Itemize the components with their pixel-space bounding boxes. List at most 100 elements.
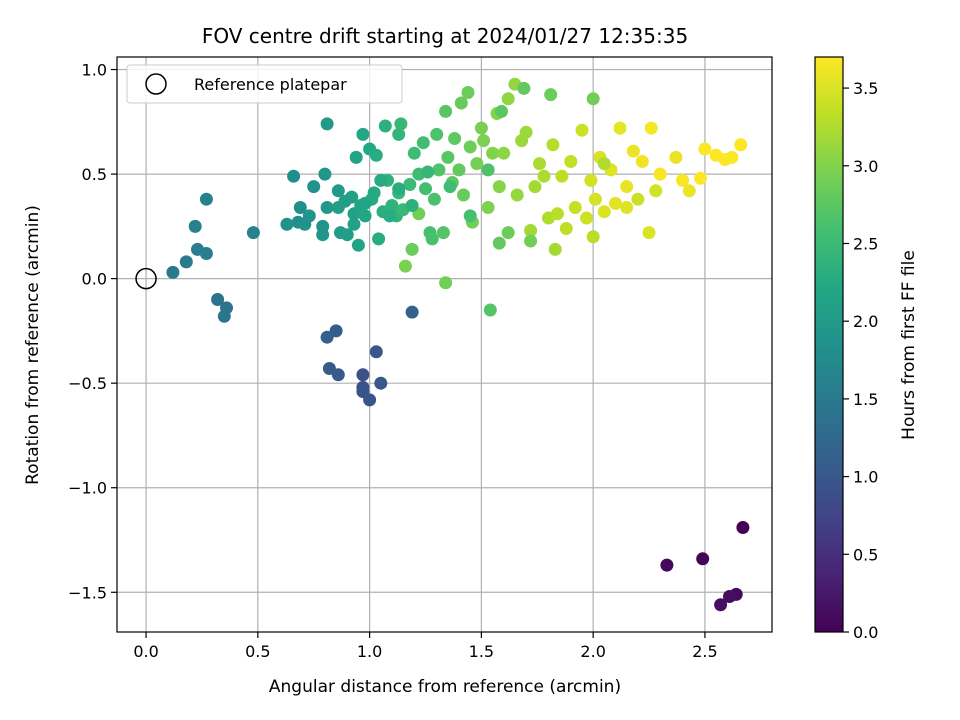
data-point xyxy=(631,192,645,206)
legend-box xyxy=(126,64,403,104)
data-point xyxy=(398,259,412,273)
data-point xyxy=(642,226,656,240)
x-axis-ticks: 0.0 0.5 1.0 1.5 2.0 2.5 xyxy=(133,632,718,661)
data-point xyxy=(246,226,260,240)
data-point xyxy=(452,163,466,177)
data-point xyxy=(474,121,488,135)
data-point xyxy=(481,163,495,177)
x-tick-label: 0.5 xyxy=(245,642,270,661)
data-point xyxy=(696,552,710,566)
data-point xyxy=(443,180,457,194)
legend-label-reference: Reference platepar xyxy=(194,75,347,94)
data-point xyxy=(463,209,477,223)
data-point xyxy=(351,238,365,252)
data-point xyxy=(369,345,383,359)
data-point xyxy=(492,180,506,194)
colorbar-tick-label: 3.0 xyxy=(853,157,878,176)
data-point xyxy=(436,226,450,240)
data-point xyxy=(550,207,564,221)
data-point xyxy=(736,521,750,534)
data-point xyxy=(425,232,439,246)
data-point xyxy=(356,127,370,141)
data-point xyxy=(439,276,453,290)
reference-marker xyxy=(135,267,157,290)
data-point xyxy=(427,192,441,206)
data-point xyxy=(407,146,421,160)
data-point xyxy=(416,136,430,150)
data-point xyxy=(501,92,515,106)
data-point xyxy=(575,123,589,137)
data-point xyxy=(495,104,508,118)
x-tick-label: 2.5 xyxy=(692,642,717,661)
data-point xyxy=(564,155,578,168)
data-point xyxy=(669,150,683,164)
data-point xyxy=(714,598,728,612)
data-point xyxy=(307,180,321,194)
colorbar-tick-label: 0.0 xyxy=(853,623,878,642)
data-point xyxy=(394,117,408,131)
data-point xyxy=(698,142,712,156)
data-point xyxy=(318,167,332,181)
x-tick-label: 1.0 xyxy=(357,642,382,661)
data-point xyxy=(597,157,611,171)
data-point xyxy=(374,376,388,390)
colorbar-label: Hours from first FF file xyxy=(899,250,919,440)
x-tick-label: 1.5 xyxy=(469,642,494,661)
data-point xyxy=(349,150,363,164)
data-point xyxy=(660,558,674,572)
data-point xyxy=(385,199,399,212)
data-point xyxy=(392,127,406,141)
data-point xyxy=(320,201,334,214)
data-point xyxy=(682,184,696,198)
data-point xyxy=(329,324,343,338)
data-point xyxy=(568,201,582,214)
data-point xyxy=(528,180,542,194)
data-point xyxy=(369,148,383,162)
data-point xyxy=(544,88,558,102)
data-point xyxy=(597,205,611,219)
data-point xyxy=(548,242,562,256)
data-point xyxy=(345,190,359,204)
colorbar-tick-label: 1.5 xyxy=(853,390,878,409)
data-point xyxy=(533,157,546,171)
data-point xyxy=(524,234,538,248)
data-point xyxy=(470,157,484,171)
data-point xyxy=(483,303,497,317)
x-axis-label: Angular distance from reference (arcmin) xyxy=(269,677,621,697)
data-point xyxy=(517,81,531,95)
data-point xyxy=(188,219,202,233)
data-point xyxy=(331,201,345,214)
data-point xyxy=(405,305,419,319)
data-point xyxy=(649,184,663,198)
data-point xyxy=(555,169,569,183)
data-point xyxy=(340,228,354,242)
y-tick-label: −0.5 xyxy=(68,374,107,393)
y-tick-label: −1.0 xyxy=(68,479,107,498)
data-point xyxy=(191,242,204,256)
data-point xyxy=(421,165,435,179)
data-point xyxy=(363,393,377,407)
data-point xyxy=(392,182,406,196)
data-point xyxy=(439,104,453,118)
data-point xyxy=(347,217,361,231)
data-point xyxy=(378,119,392,133)
data-point xyxy=(559,222,573,235)
data-point xyxy=(635,155,649,168)
grid-lines xyxy=(117,57,772,632)
data-point xyxy=(280,217,294,231)
data-point xyxy=(457,188,470,202)
legend: Reference platepar xyxy=(126,64,403,104)
data-point xyxy=(287,169,301,183)
data-point xyxy=(367,186,381,200)
data-point xyxy=(588,192,602,206)
data-point xyxy=(653,167,667,181)
data-point xyxy=(492,236,506,250)
data-point xyxy=(546,138,560,152)
colorbar xyxy=(814,56,844,633)
data-point xyxy=(497,146,511,160)
data-point xyxy=(211,293,225,306)
data-point xyxy=(477,134,491,148)
data-point xyxy=(620,180,634,194)
data-point xyxy=(461,86,475,99)
